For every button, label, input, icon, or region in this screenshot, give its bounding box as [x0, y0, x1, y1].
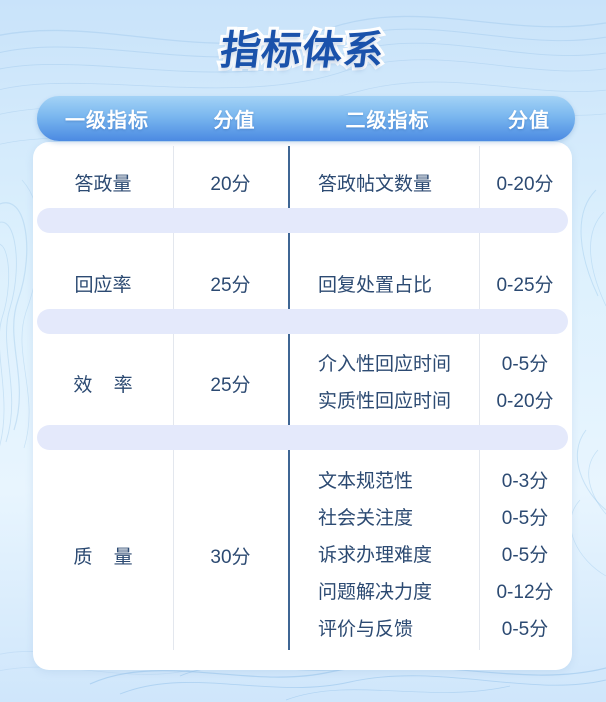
cell-level1: 效 率: [73, 374, 141, 396]
table-row: 质 量 30分 文本规范性 社会关注度 诉求办理难度 问题解决力度 评价与反馈 …: [33, 460, 572, 650]
level2-item: 社会关注度: [318, 507, 414, 529]
table-row: 回应率 25分 回复处置占比 0-25分: [33, 261, 572, 305]
column-separator-2: [288, 146, 290, 650]
cell-level2-list: 介入性回应时间 实质性回应时间: [288, 346, 479, 420]
level2-item: 实质性回应时间: [318, 391, 452, 412]
cell-level1: 回应率: [74, 274, 132, 296]
table-header-row: 一级指标 分值 二级指标 分值: [37, 96, 575, 141]
cell-level2-score: 0-20分: [496, 173, 554, 195]
cell-level1-score: 25分: [210, 374, 251, 396]
level2-item: 诉求办理难度: [318, 544, 433, 566]
cell-level1-score: 30分: [210, 546, 251, 568]
column-header-level1: 一级指标: [65, 110, 149, 132]
table-row: 答政量 20分 答政帖文数量 0-20分: [33, 160, 572, 204]
level2-item: 问题解决力度: [318, 581, 433, 603]
level2-item: 文本规范性: [318, 470, 414, 492]
cell-level1: 质 量: [73, 546, 141, 568]
level2-score: 0-5分: [501, 618, 549, 640]
cell-level2-score-list: 0-5分 0-20分: [479, 346, 571, 420]
level2-item: 评价与反馈: [318, 618, 414, 640]
row-divider-band-3: [37, 425, 568, 450]
cell-level2-score: 0-25分: [496, 274, 554, 296]
table-row: 效 率 25分 介入性回应时间 实质性回应时间 0-5分 0-20分: [33, 352, 572, 414]
page-title-container: 指标体系: [0, 18, 606, 77]
level2-score: 0-3分: [501, 470, 549, 492]
cell-level1: 答政量: [74, 173, 132, 195]
cell-level2: 答政帖文数量: [318, 173, 433, 195]
column-separator-1: [173, 146, 174, 650]
column-header-level2-score: 分值: [508, 110, 550, 132]
row-divider-band-2: [37, 309, 568, 334]
level2-score: 0-5分: [501, 507, 549, 529]
row-divider-band-1: [37, 208, 568, 233]
level2-score: 0-20分: [496, 391, 554, 412]
level2-score: 0-12分: [496, 581, 554, 603]
cell-level2-list: 文本规范性 社会关注度 诉求办理难度 问题解决力度 评价与反馈: [288, 463, 479, 648]
cell-level2-score-list: 0-3分 0-5分 0-5分 0-12分 0-5分: [479, 463, 571, 648]
level2-item: 介入性回应时间: [318, 354, 452, 375]
level2-score: 0-5分: [501, 544, 549, 566]
column-separator-3: [479, 146, 480, 650]
level2-score: 0-5分: [501, 354, 549, 375]
cell-level1-score: 25分: [210, 274, 251, 296]
column-header-level2: 二级指标: [345, 110, 430, 132]
page-title: 指标体系: [215, 25, 391, 77]
cell-level2: 回复处置占比: [318, 274, 433, 296]
column-header-level1-score: 分值: [213, 110, 256, 132]
cell-level1-score: 20分: [210, 173, 251, 195]
